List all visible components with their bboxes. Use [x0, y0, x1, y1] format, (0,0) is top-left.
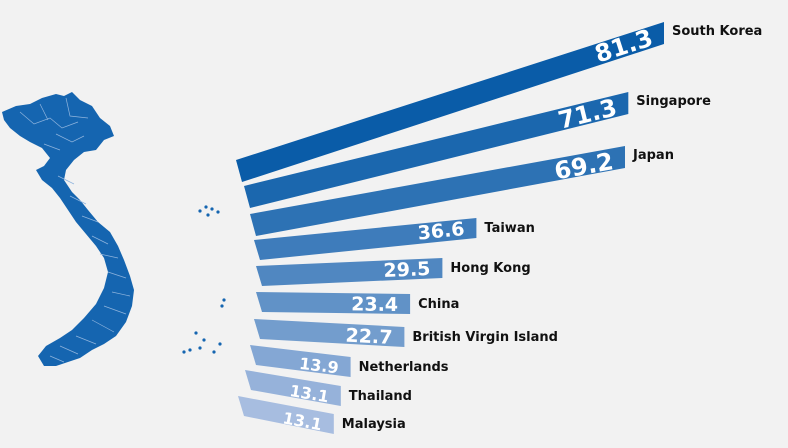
island-dot — [212, 350, 216, 354]
category-label: Taiwan — [484, 221, 534, 236]
category-label: British Virgin Island — [412, 330, 558, 345]
vietnam-map-icon — [2, 92, 226, 366]
island-dot — [220, 304, 224, 308]
bar-group: 22.7 British Virgin Island — [254, 319, 558, 349]
value-label: 69.2 — [552, 147, 615, 185]
category-label: Japan — [632, 148, 674, 163]
bar — [250, 345, 351, 377]
bar — [245, 370, 341, 406]
island-dot — [206, 213, 210, 217]
value-label: 13.9 — [298, 354, 339, 378]
island-dot — [216, 210, 220, 214]
category-label: Malaysia — [342, 417, 406, 432]
bar — [238, 396, 334, 434]
island-dot — [198, 346, 202, 350]
bar — [256, 258, 443, 286]
value-label: 36.6 — [417, 218, 466, 245]
bar-group: 13.9 Netherlands — [250, 345, 449, 377]
island-dot — [222, 298, 226, 302]
category-label: Thailand — [349, 389, 412, 404]
bar-group: 36.6 Taiwan — [254, 218, 535, 260]
bar — [254, 319, 405, 347]
bar-group: 23.4 China — [256, 292, 459, 316]
bar — [256, 292, 411, 314]
island-dot — [218, 342, 222, 346]
bar — [236, 22, 664, 182]
island-dot — [194, 331, 198, 335]
island-dots — [182, 205, 226, 354]
category-label: Hong Kong — [450, 261, 530, 276]
vietnam-map-shape — [2, 92, 134, 366]
province-lines — [19, 97, 131, 363]
value-label: 71.3 — [555, 93, 619, 134]
island-dot — [188, 348, 192, 352]
bar — [244, 92, 629, 208]
value-label: 23.4 — [351, 293, 398, 316]
island-dot — [182, 350, 186, 354]
island-dot — [210, 207, 214, 211]
category-label: China — [418, 297, 459, 312]
category-label: South Korea — [672, 24, 762, 39]
bar — [250, 146, 625, 236]
island-dot — [202, 338, 206, 342]
island-dot — [204, 205, 208, 209]
bars-layer: 81.3 South Korea 71.3 Singapore 69.2 Japan 36.… — [236, 22, 762, 434]
bar-group: 29.5 Hong Kong — [256, 258, 531, 286]
category-label: Netherlands — [359, 360, 449, 375]
category-label: Singapore — [636, 94, 711, 109]
bar — [254, 218, 477, 260]
value-label: 29.5 — [383, 258, 431, 282]
island-dot — [198, 209, 202, 213]
value-label: 22.7 — [345, 325, 393, 349]
value-label: 81.3 — [591, 24, 656, 69]
